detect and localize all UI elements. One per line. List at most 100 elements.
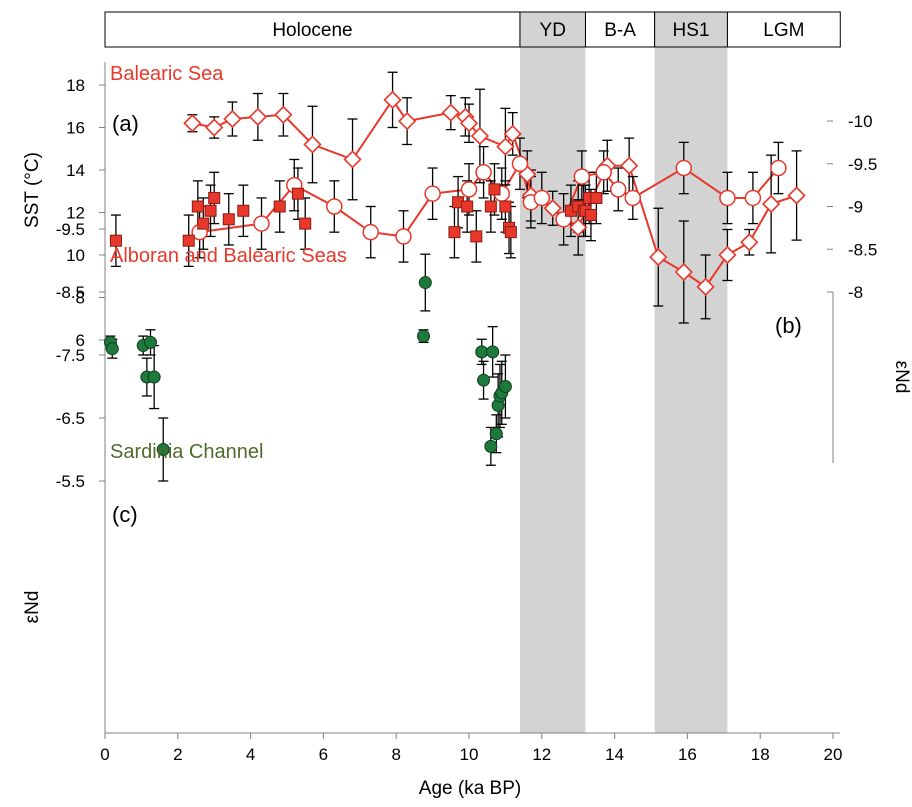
data-point <box>147 370 161 384</box>
y-tick-label: 8 <box>76 289 85 308</box>
data-point <box>418 276 432 290</box>
data-point <box>484 200 497 213</box>
ylabel-b: εNd <box>891 361 912 394</box>
y-tick-label: 12 <box>66 204 85 223</box>
data-point <box>183 114 202 133</box>
y-tick-label: 6 <box>76 331 85 350</box>
period-box <box>726 11 841 48</box>
data-point <box>569 218 588 237</box>
data-point <box>208 191 221 204</box>
panel-label-b: (b) <box>775 313 802 338</box>
x-tick-label: 16 <box>678 745 697 764</box>
data-point <box>590 191 603 204</box>
data-point <box>273 200 286 213</box>
data-point <box>624 189 642 207</box>
y-tick-label-right: -9.5 <box>848 155 877 174</box>
data-point <box>205 118 224 137</box>
y-tick-label-right: -8.5 <box>848 240 877 259</box>
site-label-a: Balearic Sea <box>110 63 224 85</box>
data-point <box>395 228 412 245</box>
period-label: B-A <box>604 20 636 41</box>
y-tick-label: 18 <box>66 76 85 95</box>
y-tick-label: -5.5 <box>56 472 85 491</box>
data-point <box>383 90 402 110</box>
panel-label-c: (c) <box>112 502 138 527</box>
data-point <box>109 234 122 247</box>
x-tick-label: 12 <box>532 745 551 764</box>
data-point <box>488 183 501 196</box>
data-point <box>484 439 498 453</box>
data-point <box>343 150 362 169</box>
data-point <box>204 204 217 217</box>
data-point <box>105 342 119 356</box>
data-point <box>489 427 503 441</box>
data-point <box>191 200 204 213</box>
x-tick-label: 2 <box>173 745 182 764</box>
data-point <box>595 164 612 181</box>
data-point <box>696 277 715 297</box>
period-label: YD <box>540 20 566 41</box>
data-point <box>499 200 512 213</box>
data-point <box>470 230 483 243</box>
data-point <box>719 189 736 207</box>
x-tick-label: 6 <box>319 745 328 764</box>
x-tick-label: 8 <box>391 745 400 764</box>
data-point <box>674 262 693 282</box>
data-point <box>675 159 693 177</box>
data-point <box>620 156 639 175</box>
data-point <box>770 159 787 177</box>
y-tick-label: -7.5 <box>56 346 85 365</box>
y-tick-label: 10 <box>66 246 85 265</box>
y-tick-label: -9.5 <box>56 220 85 239</box>
data-point <box>248 107 268 127</box>
x-tick-label: 10 <box>460 745 479 764</box>
data-point <box>424 185 441 202</box>
data-point <box>461 200 474 213</box>
data-point <box>441 103 460 122</box>
ylabel-a: SST (°C) <box>22 152 43 228</box>
data-point <box>477 373 491 387</box>
data-point <box>299 217 312 230</box>
data-point <box>291 187 304 200</box>
data-point <box>761 194 781 214</box>
data-point <box>486 345 500 359</box>
data-point <box>543 199 562 218</box>
data-point <box>156 443 170 456</box>
panel-label-a: (a) <box>112 111 139 136</box>
y-tick-label: 16 <box>66 119 85 138</box>
site-label-b: Alboran and Balearic Seas <box>110 245 347 267</box>
data-point <box>475 164 492 181</box>
y-tick-label-right: -8 <box>848 283 863 302</box>
data-point <box>649 247 668 267</box>
period-label: Holocene <box>272 20 352 41</box>
data-point <box>326 198 343 215</box>
data-point <box>460 181 478 198</box>
data-point <box>787 186 806 205</box>
data-point <box>274 105 293 124</box>
data-point <box>498 380 512 393</box>
series-line <box>192 98 797 289</box>
axes <box>104 62 840 734</box>
site-label-c: Sardinia Channel <box>110 441 263 463</box>
data-point <box>222 213 235 226</box>
series-lines <box>192 98 797 289</box>
data-point <box>504 226 517 239</box>
data-point <box>144 335 157 349</box>
data-point <box>397 111 417 131</box>
data-point <box>253 215 270 232</box>
data-point <box>417 329 430 343</box>
period-box <box>519 11 586 48</box>
data-point <box>503 124 522 144</box>
y-tick-label-right: -9 <box>848 198 863 217</box>
data-marks <box>103 90 806 456</box>
data-point <box>182 234 195 247</box>
data-point <box>496 137 515 156</box>
x-tick-label: 20 <box>824 745 843 764</box>
data-point <box>303 135 322 154</box>
data-point <box>475 345 489 359</box>
period-box <box>584 11 656 48</box>
data-point <box>448 226 461 239</box>
data-point <box>609 181 627 198</box>
series-line <box>199 161 780 238</box>
